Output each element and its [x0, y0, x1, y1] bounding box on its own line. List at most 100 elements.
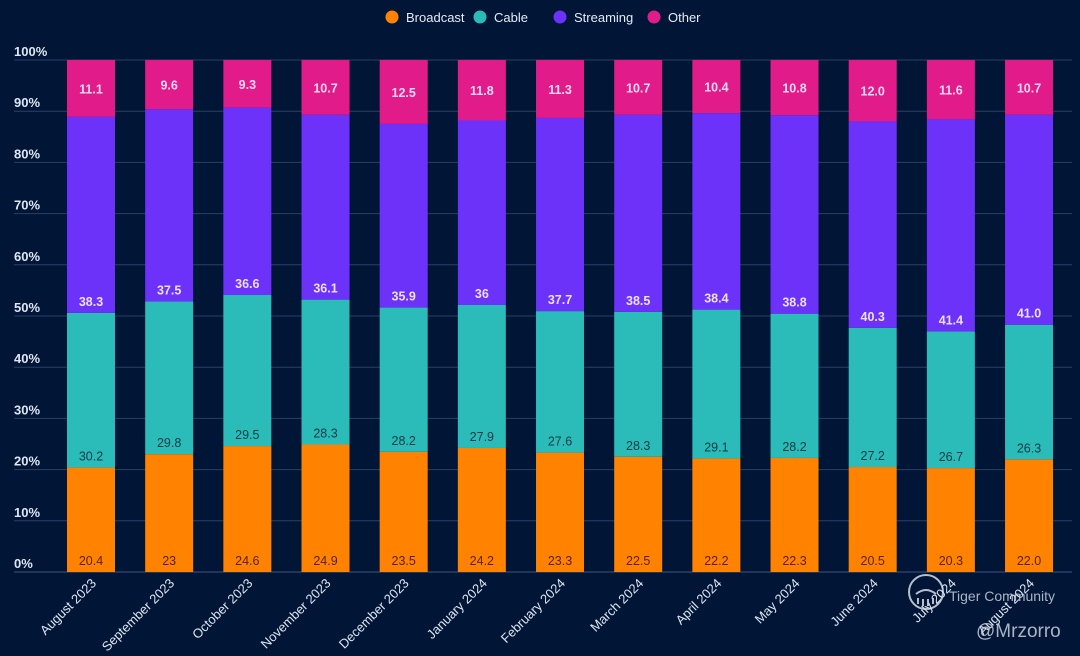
data-label-broadcast: 23: [162, 554, 176, 568]
bar-segment-streaming: [770, 115, 819, 314]
bar-stack-august-2024: [1005, 60, 1054, 572]
data-label-streaming: 38.4: [704, 292, 728, 306]
data-label-other: 12.0: [861, 85, 885, 99]
data-label-broadcast: 23.3: [548, 554, 572, 568]
data-label-other: 9.6: [160, 79, 177, 93]
data-label-broadcast: 22.0: [1017, 554, 1041, 568]
bar-segment-cable: [301, 299, 350, 445]
y-tick-label: 80%: [14, 146, 40, 161]
bar-segment-broadcast: [770, 457, 819, 572]
data-label-cable: 28.2: [782, 440, 806, 454]
watermark-handle: @Mrzorro: [976, 621, 1061, 642]
legend-item-other[interactable]: Other: [647, 10, 702, 25]
x-tick-label: June 2024: [827, 576, 881, 630]
y-tick-label: 100%: [14, 44, 48, 59]
x-tick-label: September 2023: [99, 576, 178, 655]
data-label-other: 12.5: [392, 86, 416, 100]
data-label-other: 9.3: [239, 78, 256, 92]
y-tick-label: 40%: [14, 351, 40, 366]
bar-segment-broadcast: [692, 458, 741, 572]
x-tick-label: October 2023: [189, 576, 255, 642]
y-tick-label: 60%: [14, 249, 40, 264]
bar-segment-broadcast: [145, 454, 194, 572]
data-label-streaming: 40.3: [861, 310, 885, 324]
bar-segment-streaming: [457, 120, 506, 305]
legend-item-broadcast[interactable]: Broadcast: [385, 10, 465, 25]
bar-segment-broadcast: [457, 447, 506, 572]
data-label-cable: 28.2: [392, 434, 416, 448]
bar-segment-other: [926, 60, 975, 120]
bar-segment-streaming: [301, 114, 350, 300]
bar-segment-other: [770, 60, 819, 116]
data-label-broadcast: 20.4: [79, 554, 103, 568]
x-tick-label: March 2024: [587, 576, 646, 635]
bar-segment-other: [848, 60, 897, 122]
legend-marker-streaming: [553, 10, 567, 24]
data-label-cable: 27.9: [470, 430, 494, 444]
data-label-other: 11.3: [548, 83, 572, 97]
legend-label-cable: Cable: [494, 10, 528, 25]
data-label-other: 10.4: [704, 81, 728, 95]
y-tick-label: 10%: [14, 505, 40, 520]
bar-stack-february-2024: [536, 60, 585, 572]
legend: Broadcast Cable Streaming Other: [385, 10, 702, 25]
bar-segment-cable: [614, 311, 663, 457]
bar-segment-broadcast: [536, 452, 585, 572]
data-label-streaming: 37.7: [548, 293, 572, 307]
data-label-other: 10.7: [313, 81, 337, 95]
bar-segment-streaming: [536, 117, 585, 312]
data-label-broadcast: 24.6: [235, 554, 259, 568]
x-tick-label: December 2023: [336, 576, 412, 652]
bar-segment-cable: [692, 309, 741, 459]
bar-segment-cable: [223, 295, 272, 447]
bar-segment-other: [692, 60, 741, 114]
bar-segment-streaming: [848, 121, 897, 328]
bar-segment-cable: [848, 327, 897, 468]
bar-segment-other: [145, 60, 194, 110]
x-tick-label: August 2023: [37, 576, 99, 638]
bar-segment-cable: [145, 301, 194, 455]
bar-segment-other: [223, 60, 272, 108]
bar-stack-april-2024: [692, 60, 741, 572]
data-label-streaming: 36: [475, 287, 489, 301]
data-label-streaming: 36.1: [313, 282, 337, 296]
x-tick-label: February 2024: [498, 576, 568, 646]
bar-segment-streaming: [67, 116, 115, 313]
bar-segment-other: [379, 60, 428, 124]
bar-stack-november-2023: [301, 60, 350, 572]
bar-segment-streaming: [692, 113, 741, 310]
legend-item-cable[interactable]: Cable: [473, 10, 528, 25]
bar-segment-other: [67, 60, 115, 117]
legend-label-broadcast: Broadcast: [406, 10, 465, 25]
legend-marker-other: [647, 10, 661, 24]
data-label-cable: 30.2: [79, 450, 103, 464]
bar-stack-may-2024: [770, 60, 819, 572]
data-label-other: 11.1: [79, 82, 103, 96]
bar-segment-cable: [457, 304, 506, 448]
data-label-cable: 29.5: [235, 428, 259, 442]
bar-segment-other: [536, 60, 585, 118]
bar-stack-june-2024: [848, 60, 897, 572]
bar-segment-other: [301, 60, 350, 115]
bar-segment-cable: [770, 313, 819, 458]
data-label-streaming: 38.5: [626, 294, 650, 308]
y-tick-label: 20%: [14, 454, 40, 469]
data-label-broadcast: 22.3: [782, 554, 806, 568]
data-label-broadcast: 23.5: [392, 554, 416, 568]
watermark-brand: Tiger Community: [949, 588, 1055, 604]
bar-segment-cable: [536, 311, 585, 453]
bar-stack-january-2024: [457, 60, 506, 572]
y-tick-label: 50%: [14, 300, 40, 315]
bar-segment-broadcast: [848, 467, 897, 572]
tiger-logo-icon: [908, 574, 944, 610]
x-tick-label: April 2024: [672, 576, 724, 628]
legend-label-streaming: Streaming: [574, 10, 633, 25]
y-axis-ticks: 0% 10% 20% 30% 40% 50% 60% 70% 80% 90% 100%: [14, 44, 48, 571]
y-tick-label: 90%: [14, 95, 40, 110]
data-label-cable: 27.2: [861, 449, 885, 463]
bar-segment-streaming: [926, 119, 975, 332]
watermark: Tiger Community @Mrzorro: [908, 574, 1061, 642]
legend-item-streaming[interactable]: Streaming: [553, 10, 634, 25]
data-label-streaming: 37.5: [157, 283, 181, 297]
data-label-streaming: 36.6: [235, 277, 259, 291]
